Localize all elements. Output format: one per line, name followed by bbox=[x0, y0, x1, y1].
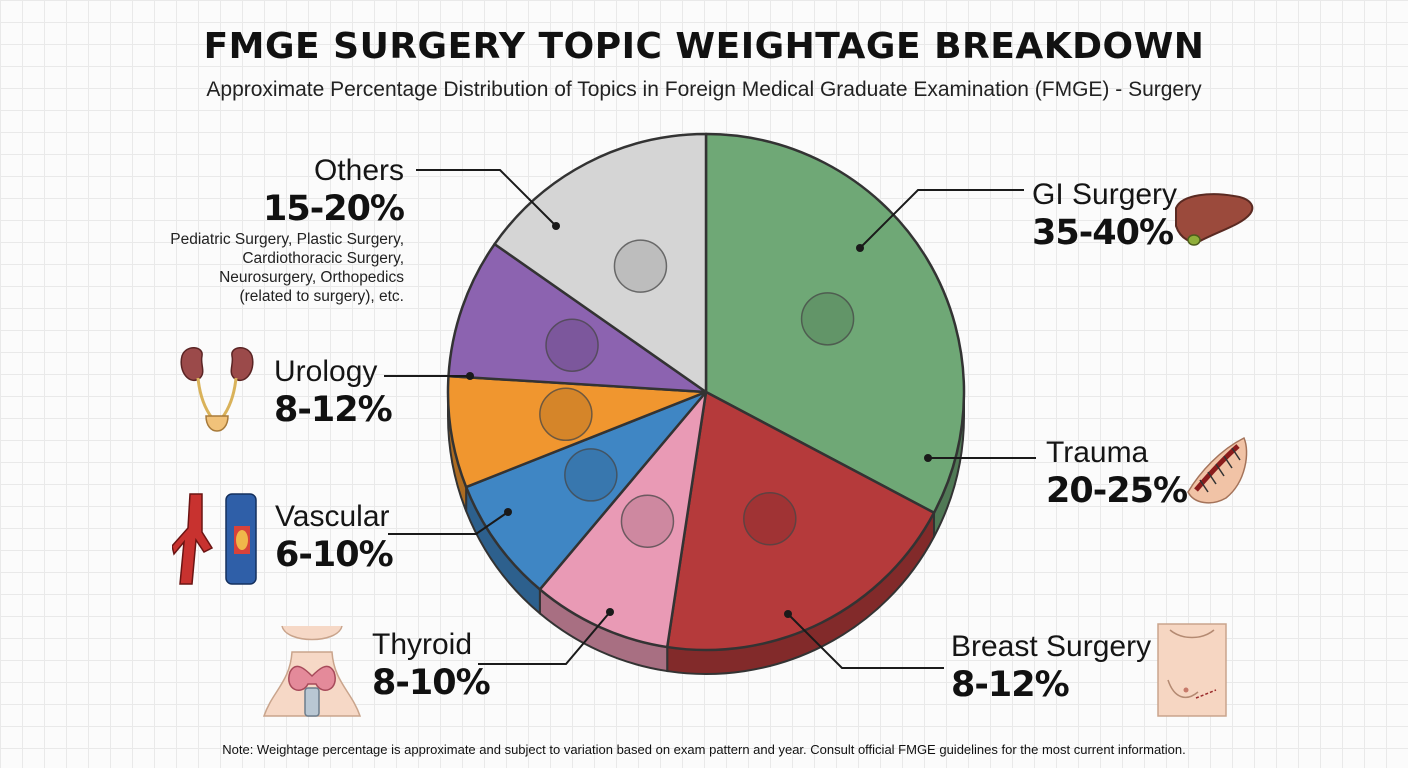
label-urology: Urology 8-12% bbox=[274, 355, 393, 431]
slice-name: Breast Surgery bbox=[951, 630, 1152, 663]
thyroid-icon bbox=[564, 448, 618, 502]
liver-icon bbox=[1175, 193, 1254, 246]
leader-dot bbox=[924, 454, 932, 462]
neck-thyroid-icon bbox=[262, 625, 362, 717]
leader-dot bbox=[466, 372, 474, 380]
slice-name: Thyroid bbox=[372, 628, 473, 661]
others-description-line: Cardiothoracic Surgery, bbox=[242, 250, 404, 267]
footer-note: Note: Weightage percentage is approximat… bbox=[222, 742, 1186, 757]
leader-line-others bbox=[416, 169, 557, 227]
leader-dot bbox=[784, 610, 792, 618]
slice-name: Urology bbox=[274, 355, 378, 388]
leader-dot bbox=[552, 222, 560, 230]
surgical-instruments-icon bbox=[613, 239, 668, 293]
others-description-line: (related to surgery), etc. bbox=[239, 288, 404, 305]
slice-name: Trauma bbox=[1046, 436, 1149, 469]
slice-name: Others bbox=[313, 154, 404, 187]
slice-percentage: 8-10% bbox=[372, 663, 491, 703]
label-others: Others 15-20% Pediatric Surgery, Plastic… bbox=[120, 154, 405, 306]
blood-vessels-icon bbox=[172, 493, 257, 585]
slice-percentage: 8-12% bbox=[951, 665, 1070, 705]
slice-percentage: 8-12% bbox=[274, 390, 393, 430]
leader-line-thyroid bbox=[478, 611, 611, 665]
leader-line-gi-surgery bbox=[859, 189, 1024, 249]
slice-name: GI Surgery bbox=[1032, 178, 1178, 211]
others-description-line: Pediatric Surgery, Plastic Surgery, bbox=[170, 231, 404, 248]
broken-bone-icon bbox=[743, 491, 797, 546]
slice-percentage: 35-40% bbox=[1032, 213, 1174, 253]
breast-icon bbox=[620, 494, 675, 549]
leader-dot bbox=[856, 244, 864, 252]
blood-vessel-icon bbox=[539, 387, 593, 442]
label-gi-surgery: GI Surgery 35-40% bbox=[1032, 178, 1177, 254]
leader-dot bbox=[606, 608, 614, 616]
slice-percentage: 15-20% bbox=[262, 189, 405, 229]
others-description-line: Neurosurgery, Orthopedics bbox=[219, 269, 404, 286]
chart-title: FMGE SURGERY TOPIC WEIGHTAGE BREAKDOWN bbox=[203, 26, 1205, 67]
label-breast-surgery: Breast Surgery 8-12% bbox=[951, 630, 1151, 706]
leader-line-vascular bbox=[388, 511, 509, 535]
label-trauma: Trauma 20-25% bbox=[1046, 436, 1188, 512]
others-description: Pediatric Surgery, Plastic Surgery, Card… bbox=[120, 230, 404, 306]
chest-icon bbox=[1157, 623, 1227, 717]
kidney-icon bbox=[545, 318, 599, 372]
chart-subtitle: Approximate Percentage Distribution of T… bbox=[206, 78, 1202, 101]
slice-percentage: 20-25% bbox=[1046, 471, 1188, 511]
digestive-organs-icon bbox=[800, 292, 855, 346]
slice-name: Vascular bbox=[275, 500, 390, 533]
pie-slice-trauma bbox=[665, 390, 936, 652]
label-thyroid: Thyroid 8-10% bbox=[372, 628, 491, 704]
slice-percentage: 6-10% bbox=[275, 535, 394, 575]
wound-icon bbox=[1187, 436, 1248, 504]
leader-line-breast-surgery bbox=[787, 613, 944, 669]
leader-dot bbox=[504, 508, 512, 516]
pie-slice-others bbox=[493, 132, 708, 394]
pie-slice-urology bbox=[447, 242, 708, 394]
label-vascular: Vascular 6-10% bbox=[275, 500, 394, 576]
urinary-tract-icon bbox=[180, 347, 254, 432]
